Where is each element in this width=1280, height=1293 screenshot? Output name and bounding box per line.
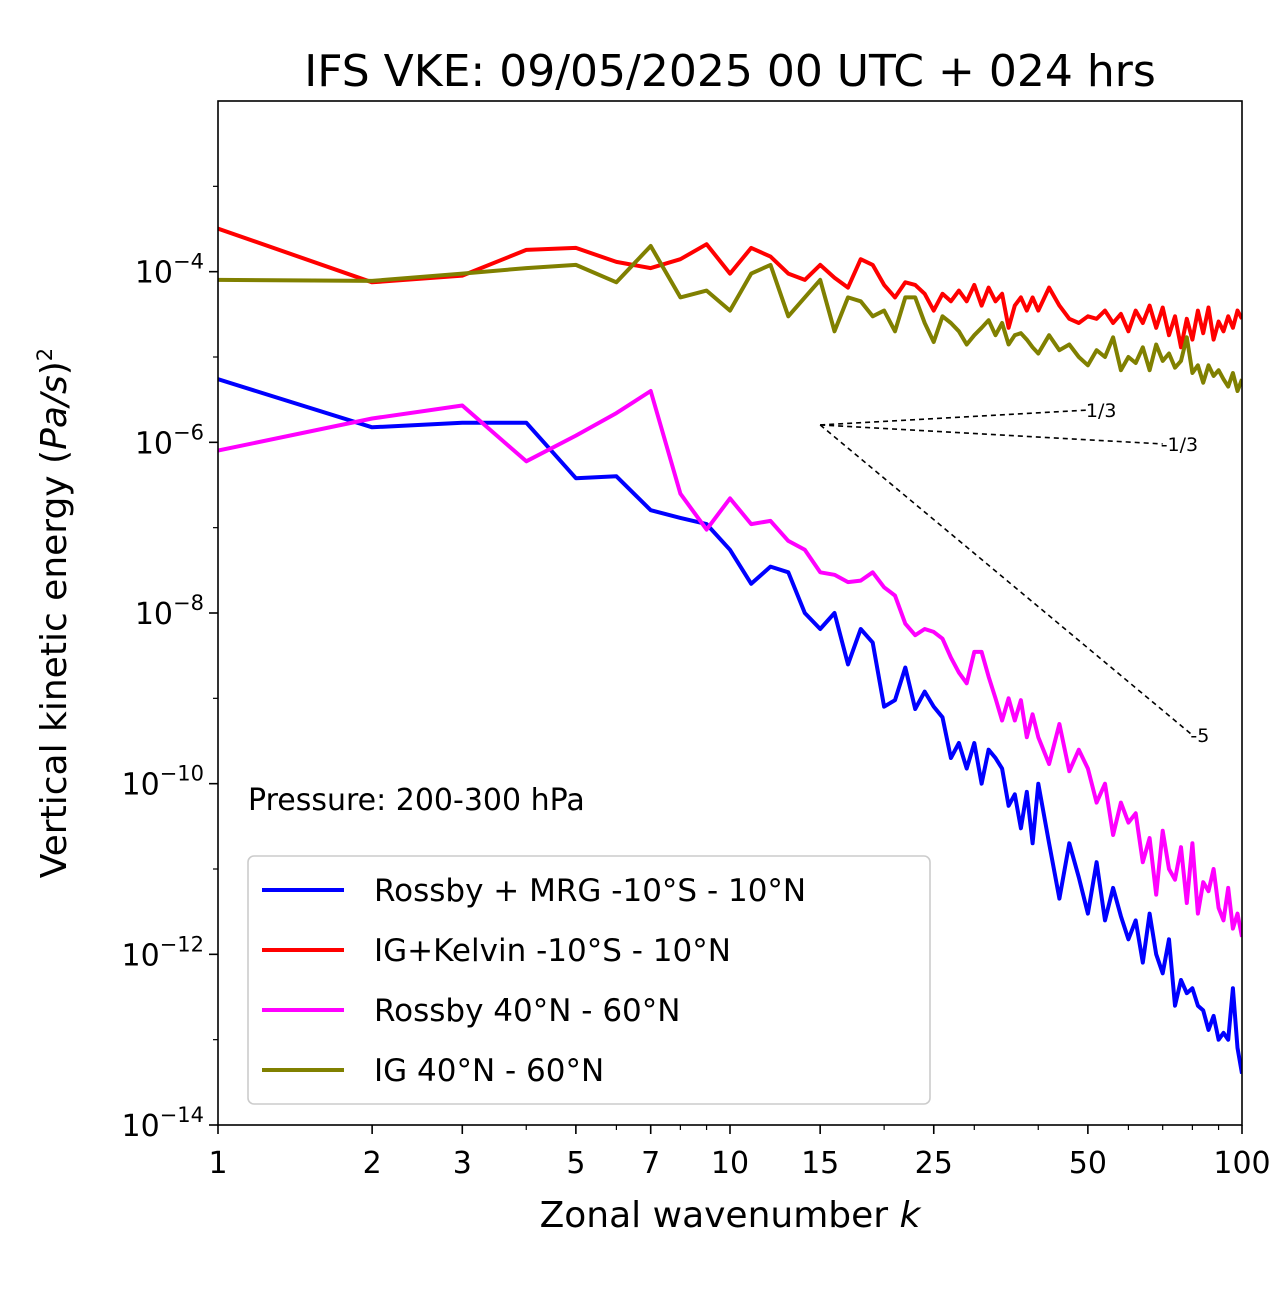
legend-entry-label: Rossby 40°N - 60°N (374, 993, 680, 1029)
y-tick-base: 10 (121, 768, 159, 803)
series-layer (218, 226, 1242, 1074)
y-axis-label-exponent: 2 (33, 348, 57, 361)
reference-slopes: 1/3 -1/3 -5 (819, 400, 1209, 747)
chart-title: IFS VKE: 09/05/2025 00 UTC + 024 hrs (304, 46, 1156, 97)
y-tick-base: 10 (121, 1109, 159, 1144)
x-tick-label: 25 (915, 1146, 953, 1181)
y-tick-base: 10 (121, 938, 159, 973)
legend-box (247, 855, 931, 1105)
x-tick-label: 10 (711, 1146, 749, 1181)
y-tick-exponent: −10 (160, 762, 204, 786)
y-tick-exponent: −8 (173, 591, 204, 615)
y-axis-label-text: Vertical kinetic energy ( (34, 450, 75, 878)
x-tick-label: 50 (1069, 1146, 1107, 1181)
y-tick-exponent: −12 (160, 932, 204, 956)
reference-slope-label: 1/3 (1086, 400, 1117, 422)
x-axis-label: Zonal wavenumber k (540, 1195, 923, 1236)
y-axis-label-close: ) (34, 361, 75, 375)
y-tick-exponent: −6 (173, 420, 204, 444)
series-line-3 (218, 389, 1242, 938)
reference-slope-line (820, 424, 1163, 445)
x-tick-label: 1 (208, 1146, 227, 1181)
legend-entry-label: IG 40°N - 60°N (374, 1053, 604, 1089)
y-axis-label-var: Pa/s (34, 375, 75, 450)
x-tick-label: 7 (641, 1146, 660, 1181)
y-tick-label: 10−10 (121, 762, 204, 803)
x-tick-label: 100 (1213, 1146, 1270, 1181)
pressure-annotation: Pressure: 200-300 hPa (248, 783, 585, 818)
x-tick-label: 15 (801, 1146, 839, 1181)
reference-slope-label: -5 (1190, 725, 1209, 747)
y-tick-base: 10 (135, 426, 173, 461)
y-tick-exponent: −4 (173, 250, 204, 274)
y-tick-label: 10−8 (135, 591, 204, 632)
series-line-1 (218, 377, 1242, 1074)
x-tick-label: 5 (566, 1146, 585, 1181)
y-tick-base: 10 (135, 256, 173, 291)
x-axis-label-var: k (900, 1195, 923, 1236)
x-axis: 1 2 3 5 7 10 15 25 50 100 (208, 1125, 1271, 1181)
y-tick-label: 10−4 (135, 250, 204, 291)
series-line-4 (218, 244, 1242, 393)
y-tick-base: 10 (135, 597, 173, 632)
y-tick-label: 10−14 (121, 1103, 204, 1144)
legend: Rossby + MRG -10°S - 10°N IG+Kelvin -10°S… (247, 855, 931, 1105)
series-line-2 (218, 226, 1242, 350)
legend-entry-label: IG+Kelvin -10°S - 10°N (374, 933, 731, 969)
x-axis-label-text: Zonal wavenumber (540, 1195, 900, 1236)
y-tick-exponent: −14 (160, 1103, 204, 1127)
y-axis-label: Vertical kinetic energy (Pa/s)2 (33, 348, 75, 878)
y-tick-label: 10−12 (121, 932, 204, 973)
legend-entry-label: Rossby + MRG -10°S - 10°N (374, 873, 806, 909)
y-tick-label: 10−6 (135, 420, 204, 461)
reference-slope-label: -1/3 (1161, 434, 1198, 456)
x-tick-label: 2 (363, 1146, 382, 1181)
x-tick-label: 3 (453, 1146, 472, 1181)
